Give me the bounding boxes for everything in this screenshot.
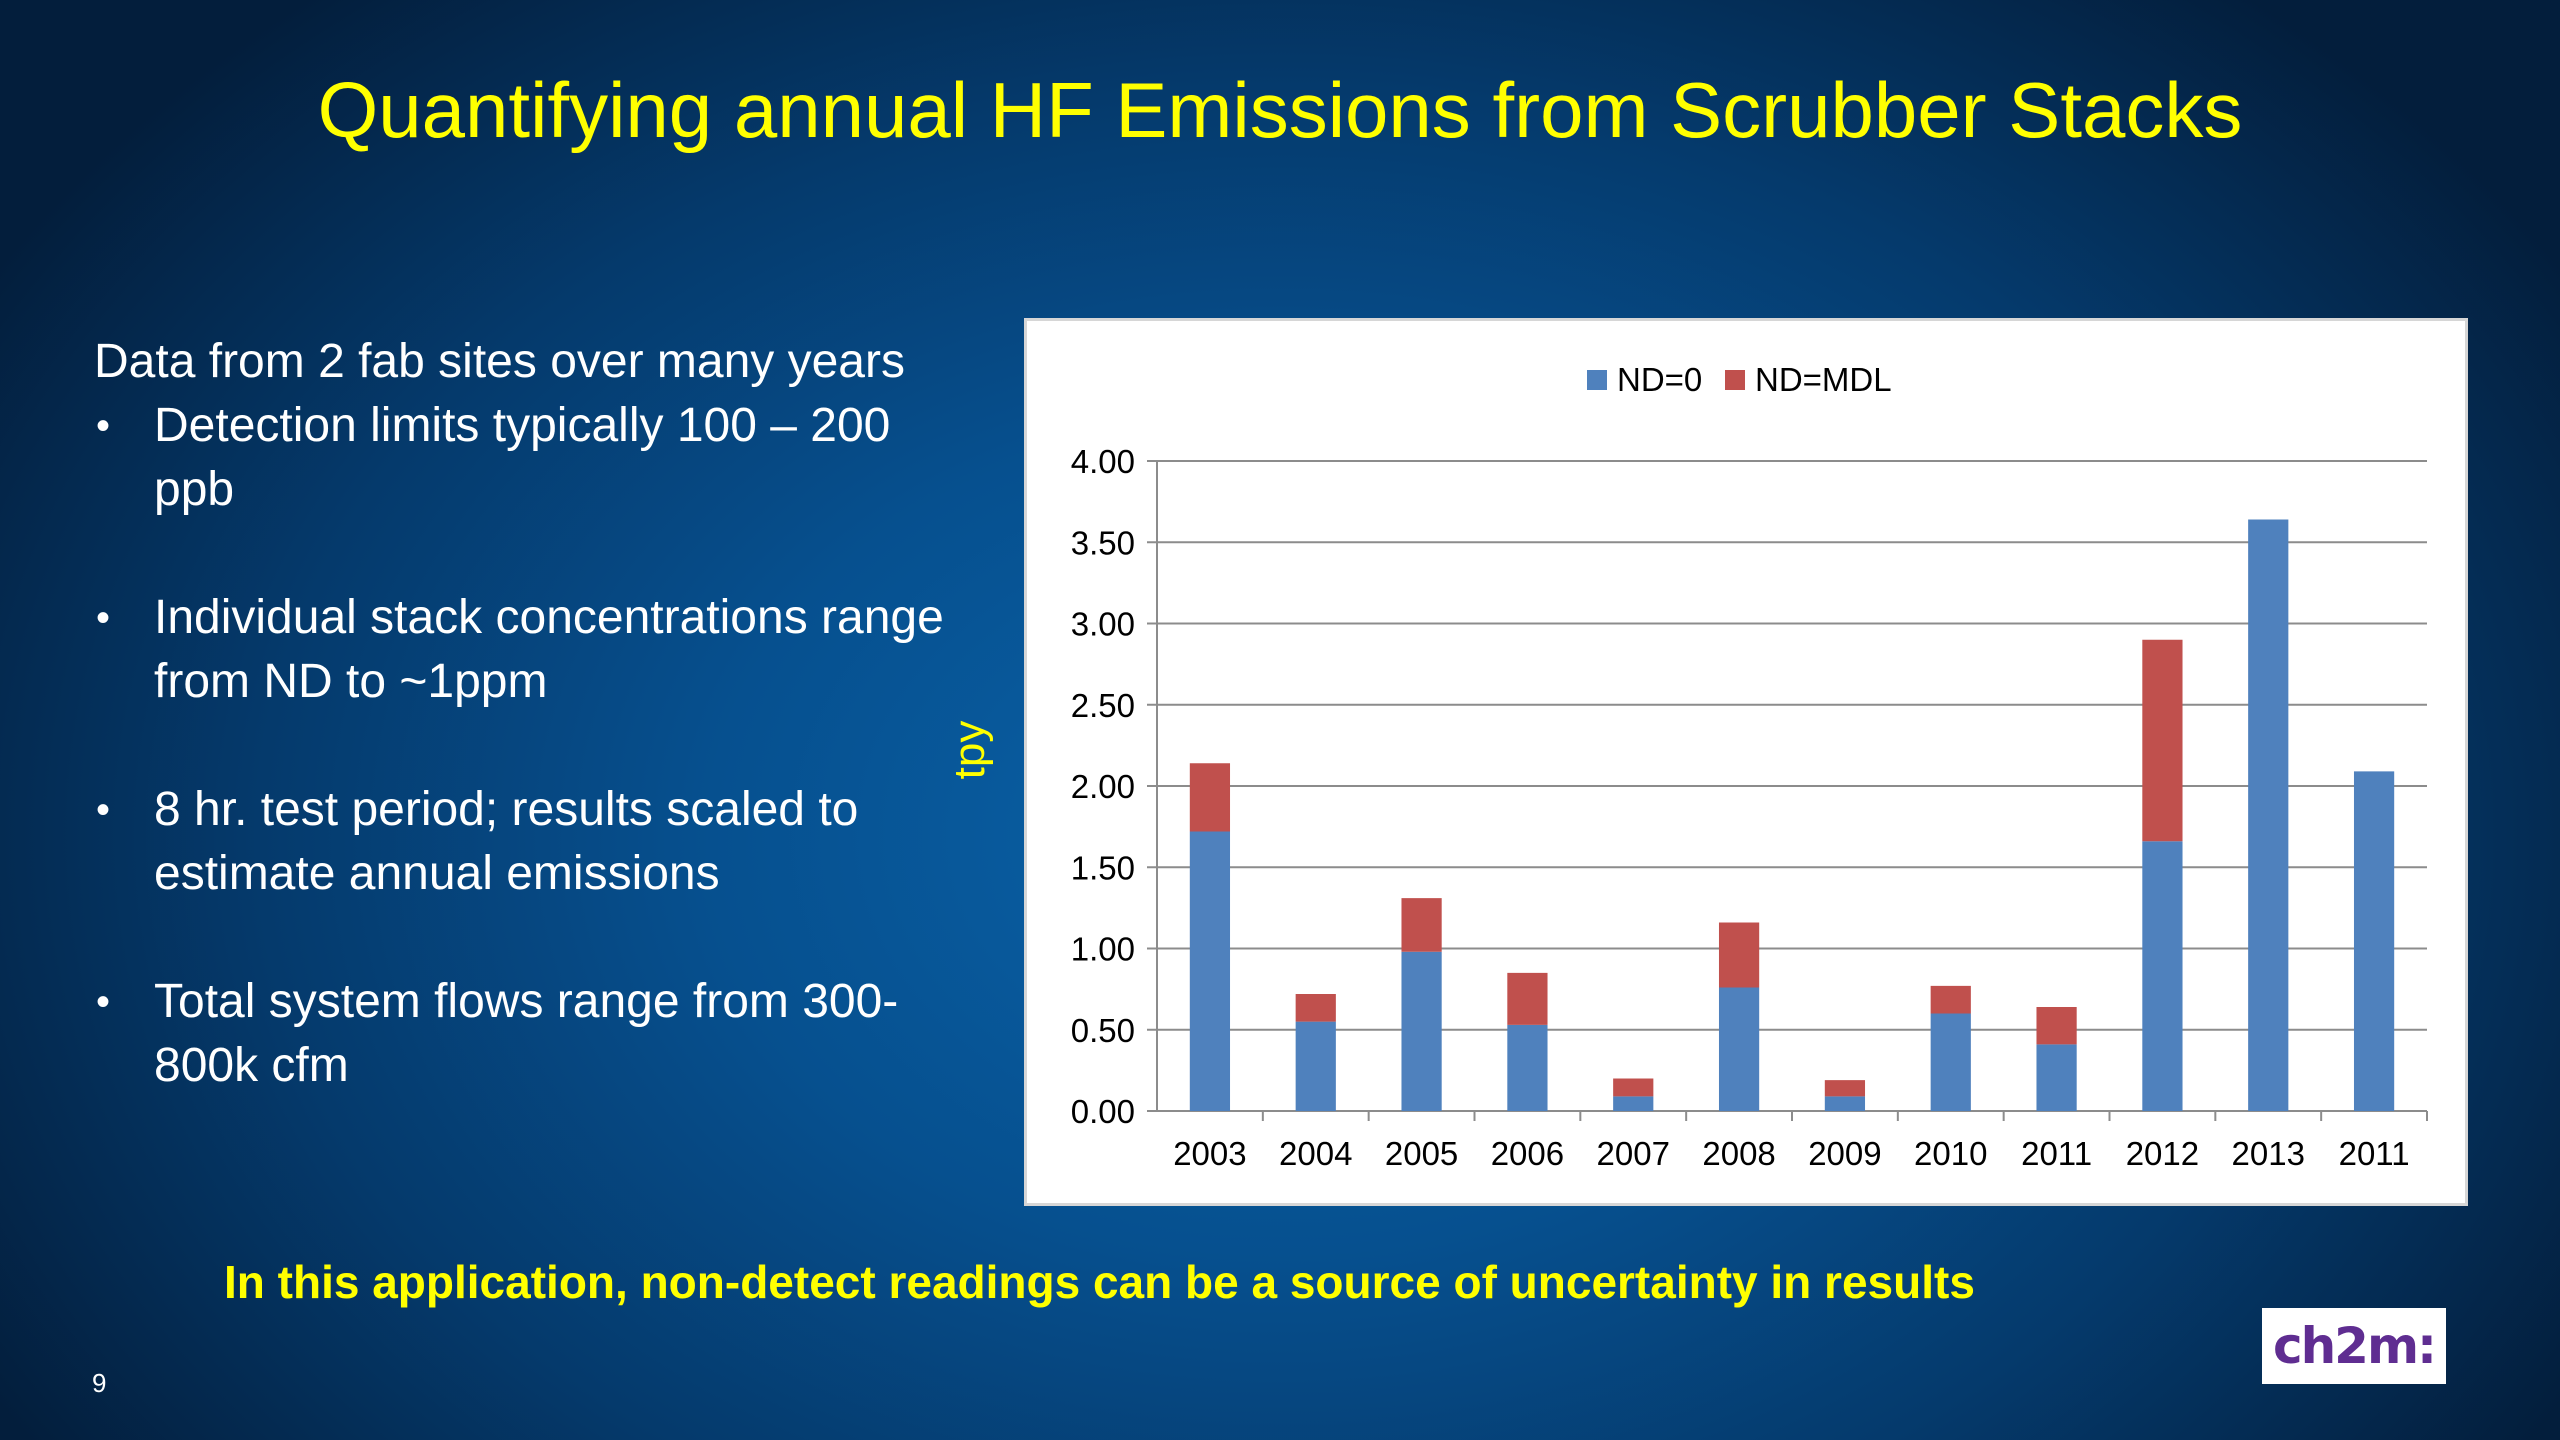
bullet-text: Total system flows range from 300-800k c… — [154, 975, 899, 1092]
bar-segment — [1507, 972, 1548, 1025]
bullet-item: • 8 hr. test period; results scaled to es… — [94, 778, 954, 906]
bullet-item: • Detection limits typically 100 – 200 pp… — [94, 394, 954, 522]
bar-segment — [1507, 1024, 1548, 1111]
bar-segment — [1401, 951, 1442, 1111]
x-tick-label: 2013 — [2232, 1135, 2305, 1172]
y-tick-label: 2.50 — [1071, 687, 1135, 724]
legend-swatch — [1725, 370, 1745, 390]
bar-segment — [2142, 841, 2183, 1111]
chart-panel: 0.00 0.50 1.00 1.50 2.00 2.50 3.00 3.50 4.00 2003… — [1024, 318, 2468, 1206]
x-tick-label: 2008 — [1702, 1135, 1775, 1172]
bullet-item: • Total system flows range from 300-800k … — [94, 970, 954, 1098]
x-tick-label: 2004 — [1279, 1135, 1352, 1172]
y-tick-label: 1.50 — [1071, 849, 1135, 886]
y-tick-label: 3.00 — [1071, 606, 1135, 643]
bar-segment — [2036, 1044, 2077, 1111]
bullet-item: • Individual stack concentrations range f… — [94, 586, 954, 714]
bar-segment — [1718, 987, 1760, 1111]
bar-segment — [1401, 898, 1442, 952]
bar-segment — [1295, 994, 1336, 1022]
x-tick-label: 2011 — [2021, 1135, 2092, 1172]
bullet-dot: • — [96, 788, 111, 832]
bar-segment — [1613, 1078, 1654, 1097]
bar-segment — [1189, 763, 1231, 832]
bar-segment — [2248, 519, 2289, 1111]
x-tick-label: 2003 — [1173, 1135, 1246, 1172]
bar-segment — [1930, 1013, 1971, 1111]
y-tick-label: 1.00 — [1071, 931, 1135, 968]
y-tick-label: 3.50 — [1071, 524, 1135, 561]
bar-segment — [2036, 1007, 2077, 1045]
y-axis-label: tpy — [945, 720, 994, 780]
bar-segment — [1189, 831, 1231, 1111]
bullet-text: 8 hr. test period; results scaled to est… — [154, 783, 859, 900]
bar-segment — [1295, 1021, 1336, 1111]
slide-title: Quantifying annual HF Emissions from Scr… — [317, 66, 2243, 154]
bar-segment — [1613, 1096, 1654, 1111]
bar-segment — [1824, 1096, 1866, 1111]
x-tick-label: 2005 — [1385, 1135, 1458, 1172]
logo-wordmark: ch2m: — [2272, 1317, 2437, 1375]
bar-segment — [1718, 922, 1760, 988]
y-tick-label: 0.00 — [1071, 1093, 1135, 1130]
stacked-bar-chart: 0.00 0.50 1.00 1.50 2.00 2.50 3.00 3.50 4.00 2003… — [1071, 361, 2428, 1172]
x-tick-label: 2006 — [1491, 1135, 1564, 1172]
bullet-text: Individual stack concentrations range fr… — [154, 591, 944, 708]
intro-text: Data from 2 fab sites over many years — [94, 335, 905, 388]
bar-segment — [2142, 639, 2183, 842]
y-tick-label: 0.50 — [1071, 1012, 1135, 1049]
bullet-dot: • — [96, 596, 111, 640]
footer-note: In this application, non-detect readings… — [224, 1256, 1975, 1308]
y-tick-label: 4.00 — [1071, 443, 1135, 480]
x-tick-label: 2012 — [2126, 1135, 2199, 1172]
x-tick-label: 2007 — [1597, 1135, 1670, 1172]
bullet-dot: • — [96, 980, 111, 1024]
bullet-text: Detection limits typically 100 – 200 ppb — [154, 399, 891, 516]
bullet-list: Data from 2 fab sites over many years • D… — [94, 330, 954, 1098]
bar-segment — [2353, 771, 2395, 1111]
x-tick-label: 2011 — [2339, 1135, 2410, 1172]
bar-segment — [1824, 1080, 1866, 1097]
bar-segment — [1930, 985, 1971, 1014]
y-tick-label: 2.00 — [1071, 768, 1135, 805]
legend-swatch — [1587, 370, 1607, 390]
legend-label: ND=MDL — [1755, 361, 1892, 398]
bullet-dot: • — [96, 404, 111, 448]
x-tick-label: 2010 — [1914, 1135, 1987, 1172]
ch2m-logo: ch2m: — [2262, 1308, 2446, 1384]
legend-label: ND=0 — [1617, 361, 1702, 398]
x-tick-label: 2009 — [1808, 1135, 1881, 1172]
page-number: 9 — [92, 1368, 107, 1398]
